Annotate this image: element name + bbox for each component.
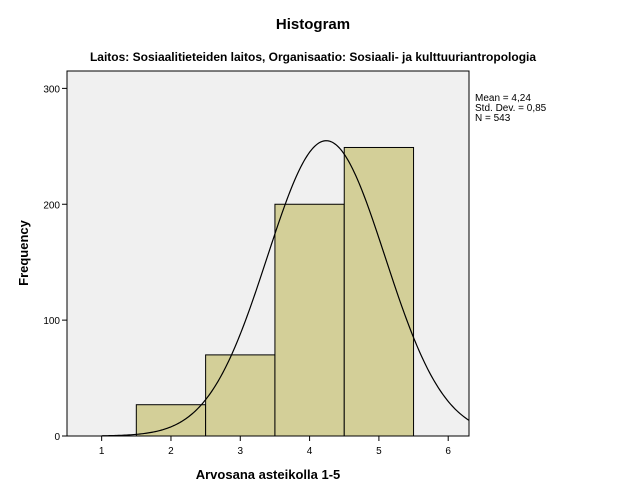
y-tick-label-100: 100 [43,316,60,327]
bars-group [135,146,415,437]
stats-box: Mean = 4,24 Std. Dev. = 0,85 N = 543 [475,93,547,124]
chart-title: Histogram [276,16,350,33]
y-tick-label-300: 300 [43,84,60,95]
histogram-bar-4 [274,203,345,437]
x-tick-label-5: 5 [376,446,382,457]
x-axis-label: Arvosana asteikolla 1-5 [196,467,341,482]
x-tick-label-2: 2 [168,446,174,457]
x-tick-label-1: 1 [99,446,105,457]
normal-curve [101,140,470,437]
x-tick-label-3: 3 [237,446,243,457]
stats-mean: Mean = 4,24 [475,93,531,104]
stats-n: N = 543 [475,113,511,124]
y-axis-ticks: 0 100 200 300 [43,84,67,443]
histogram-bar-2 [135,404,207,437]
histogram-bar-3 [205,354,276,437]
y-axis-label: Frequency [16,219,31,286]
x-tick-label-4: 4 [307,446,313,457]
x-tick-label-6: 6 [445,446,451,457]
chart-subtitle: Laitos: Sosiaalitieteiden laitos, Organi… [90,50,536,64]
x-axis-ticks: 1 2 3 4 5 6 [99,436,451,457]
y-tick-label-0: 0 [54,432,60,443]
histogram-bar-5 [343,146,415,437]
y-tick-label-200: 200 [43,200,60,211]
stats-std-dev: Std. Dev. = 0,85 [475,103,547,114]
